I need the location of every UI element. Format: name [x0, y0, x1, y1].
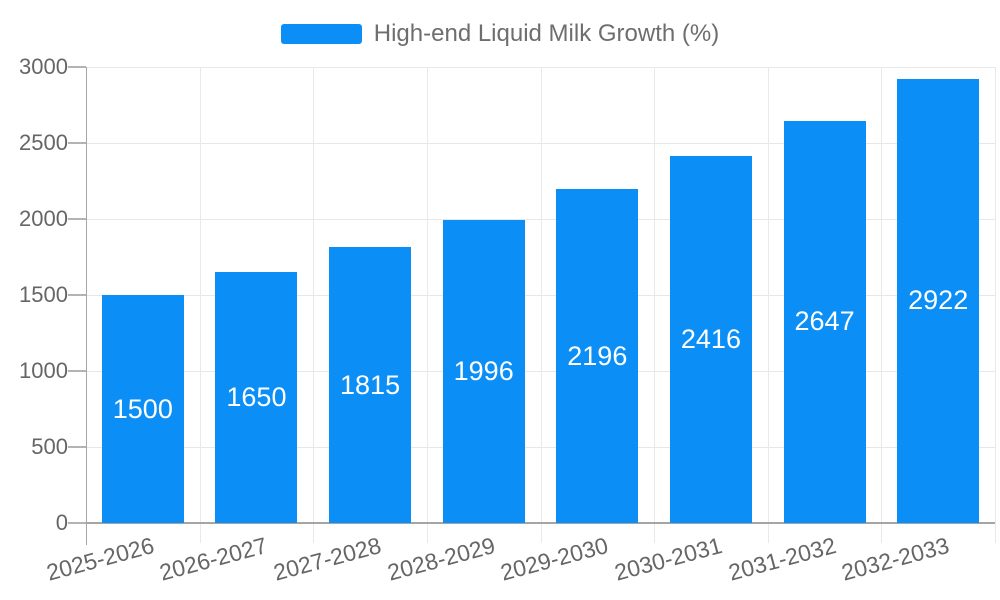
bar[interactable]: 2196: [556, 189, 639, 523]
bar-value-label: 1650: [226, 382, 287, 413]
y-tick-label: 2000: [19, 206, 68, 231]
y-tick: [68, 218, 86, 220]
x-axis-line: [86, 522, 995, 524]
bar[interactable]: 2416: [669, 155, 752, 523]
y-tick-label: 3000: [19, 54, 68, 79]
bar[interactable]: 2922: [897, 78, 980, 523]
x-gridline: [767, 67, 769, 543]
legend[interactable]: High-end Liquid Milk Growth (%): [0, 20, 1000, 48]
y-tick-label: 2500: [19, 130, 68, 155]
y-tick: [68, 142, 86, 144]
x-tick-label: 2025-2026: [43, 532, 157, 586]
y-tick: [68, 522, 86, 524]
y-tick: [68, 66, 86, 68]
y-tick: [68, 370, 86, 372]
y-tick-label: 1000: [19, 358, 68, 383]
bar-value-label: 2647: [794, 306, 855, 337]
x-gridline: [654, 67, 656, 543]
x-tick-label: 2026-2027: [157, 532, 271, 586]
bar-value-label: 1500: [112, 393, 173, 424]
x-tick-label: 2028-2029: [384, 532, 498, 586]
bar[interactable]: 2647: [783, 120, 866, 523]
y-tick: [68, 294, 86, 296]
x-gridline: [199, 67, 201, 543]
x-tick-label: 2027-2028: [270, 532, 384, 586]
y-tick-label: 1500: [19, 282, 68, 307]
legend-marker-icon[interactable]: [280, 24, 362, 44]
x-gridline: [426, 67, 428, 543]
x-tick-label: 2030-2031: [611, 532, 725, 586]
bar[interactable]: 1996: [442, 219, 525, 523]
bar[interactable]: 1815: [329, 247, 412, 523]
x-gridline: [540, 67, 542, 543]
x-tick-label: 2029-2030: [498, 532, 612, 586]
x-tick-label: 2031-2032: [725, 532, 839, 586]
bar[interactable]: 1650: [215, 272, 298, 523]
bar-value-label: 1996: [453, 355, 514, 386]
x-gridline: [881, 67, 883, 543]
x-gridline: [313, 67, 315, 543]
y-tick-label: 0: [55, 510, 68, 535]
bar-value-label: 2196: [567, 340, 628, 371]
x-tick-label: 2032-2033: [838, 532, 952, 586]
y-tick-label: 500: [31, 434, 68, 459]
bar[interactable]: 1500: [101, 295, 184, 523]
y-tick: [68, 446, 86, 448]
y-axis-line: [85, 67, 87, 545]
x-gridline: [995, 67, 996, 543]
bar-value-label: 1815: [340, 369, 401, 400]
bar-value-label: 2416: [680, 323, 741, 354]
legend-label[interactable]: High-end Liquid Milk Growth (%): [373, 20, 720, 47]
bar-value-label: 2922: [908, 285, 969, 316]
